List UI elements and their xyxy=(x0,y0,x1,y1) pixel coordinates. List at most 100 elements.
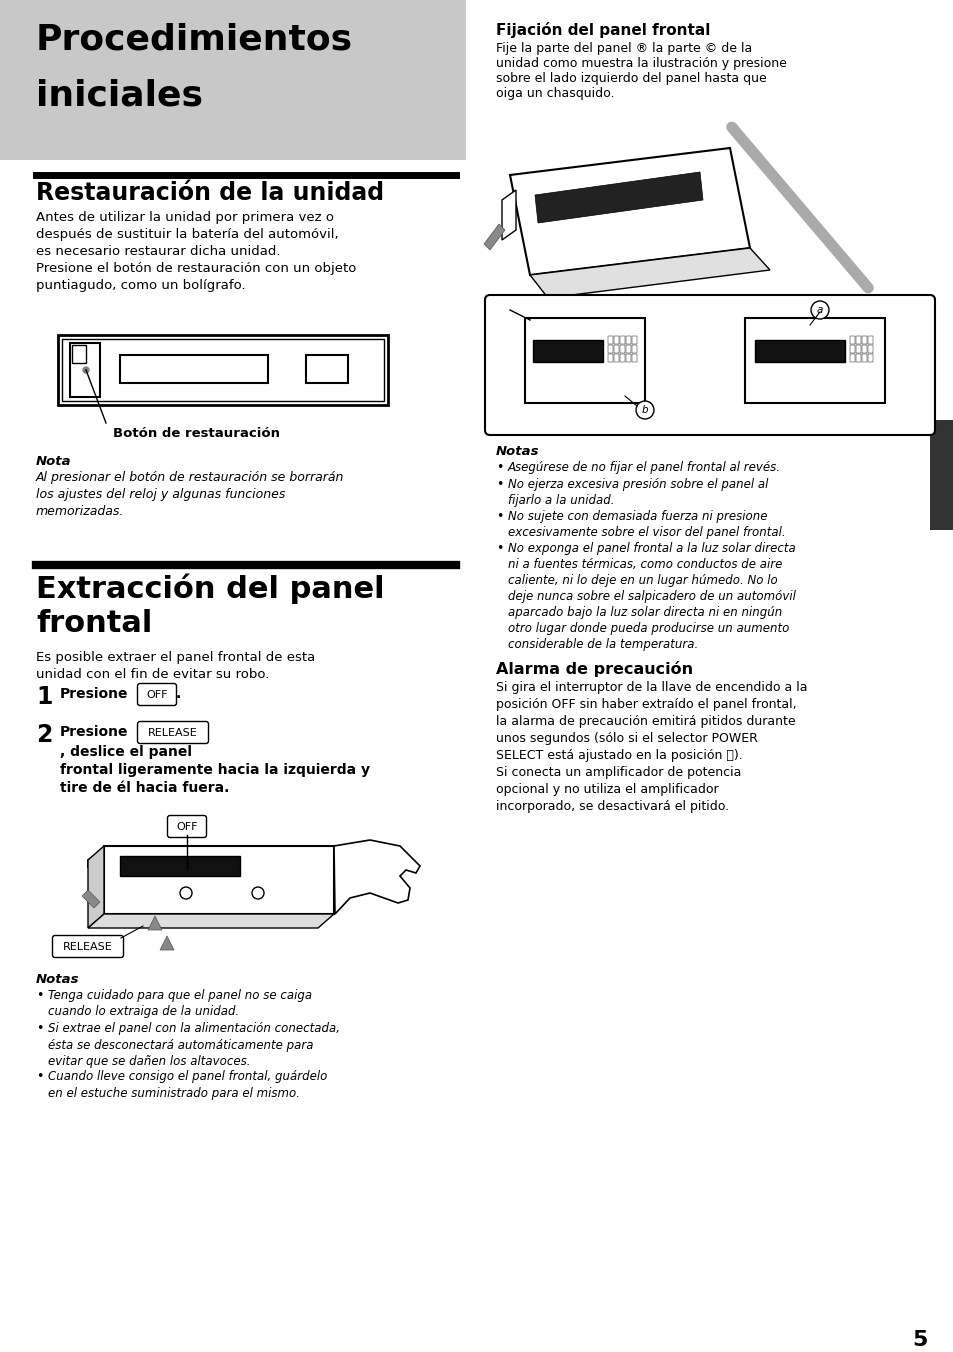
Text: frontal: frontal xyxy=(36,608,152,638)
Text: Es posible extraer el panel frontal de esta
unidad con el fin de evitar su robo.: Es posible extraer el panel frontal de e… xyxy=(36,652,314,681)
Text: Notas: Notas xyxy=(36,973,79,986)
Bar xyxy=(524,318,644,403)
Text: 2: 2 xyxy=(36,723,52,748)
Polygon shape xyxy=(88,846,104,927)
Polygon shape xyxy=(160,936,173,950)
Bar xyxy=(614,337,618,343)
Bar xyxy=(862,345,866,353)
Text: Nota: Nota xyxy=(36,456,71,468)
Text: Presione: Presione xyxy=(60,725,129,740)
Text: Tenga cuidado para que el panel no se caiga
cuando lo extraiga de la unidad.: Tenga cuidado para que el panel no se ca… xyxy=(48,990,312,1018)
Bar xyxy=(849,354,854,362)
Polygon shape xyxy=(82,890,100,909)
Bar xyxy=(120,356,268,383)
Text: •: • xyxy=(36,1069,43,1083)
Text: No exponga el panel frontal a la luz solar directa
ni a fuentes térmicas, como c: No exponga el panel frontal a la luz sol… xyxy=(507,542,795,652)
Text: a: a xyxy=(816,306,822,315)
Polygon shape xyxy=(88,848,105,868)
Bar xyxy=(867,337,872,343)
Text: unidad como muestra la ilustración y presione: unidad como muestra la ilustración y pre… xyxy=(496,57,786,70)
Text: •: • xyxy=(36,1022,43,1036)
Bar xyxy=(849,345,854,353)
FancyBboxPatch shape xyxy=(137,684,176,706)
Text: b: b xyxy=(641,406,648,415)
Polygon shape xyxy=(501,191,516,241)
FancyBboxPatch shape xyxy=(484,295,934,435)
Text: No sujete con demasiada fuerza ni presione
excesivamente sobre el visor del pane: No sujete con demasiada fuerza ni presio… xyxy=(507,510,785,539)
Text: sobre el lado izquierdo del panel hasta que: sobre el lado izquierdo del panel hasta … xyxy=(496,72,766,85)
Polygon shape xyxy=(148,917,162,930)
Bar xyxy=(614,345,618,353)
Text: iniciales: iniciales xyxy=(36,78,203,112)
FancyBboxPatch shape xyxy=(52,936,123,957)
Text: oiga un chasquido.: oiga un chasquido. xyxy=(496,87,614,100)
Bar xyxy=(867,354,872,362)
Text: Botón de restauración: Botón de restauración xyxy=(112,427,280,439)
Circle shape xyxy=(180,887,192,899)
Text: No ejerza excesiva presión sobre el panel al
fijarlo a la unidad.: No ejerza excesiva presión sobre el pane… xyxy=(507,479,767,507)
Bar xyxy=(306,356,348,383)
Bar xyxy=(104,846,334,914)
Text: Procedimientos: Procedimientos xyxy=(36,22,353,55)
Bar xyxy=(62,339,384,402)
Bar xyxy=(862,354,866,362)
Circle shape xyxy=(636,402,654,419)
Bar xyxy=(619,354,624,362)
Bar xyxy=(71,345,86,362)
Bar xyxy=(855,337,861,343)
Circle shape xyxy=(810,301,828,319)
Text: Alarma de precaución: Alarma de precaución xyxy=(496,661,693,677)
Bar xyxy=(744,318,884,403)
Polygon shape xyxy=(510,147,749,274)
Text: Al presionar el botón de restauración se borrarán
los ajustes del reloj y alguna: Al presionar el botón de restauración se… xyxy=(36,470,344,518)
Polygon shape xyxy=(535,172,702,223)
Bar xyxy=(58,335,388,406)
Text: Antes de utilizar la unidad por primera vez o
después de sustituir la batería de: Antes de utilizar la unidad por primera … xyxy=(36,211,356,292)
Bar xyxy=(607,337,613,343)
Text: OFF: OFF xyxy=(146,690,168,700)
Bar xyxy=(619,345,624,353)
Text: •: • xyxy=(496,461,503,475)
Bar xyxy=(70,343,100,397)
Text: 5: 5 xyxy=(911,1330,926,1351)
Text: Fije la parte del panel ® la parte © de la: Fije la parte del panel ® la parte © de … xyxy=(496,42,752,55)
Polygon shape xyxy=(483,224,504,250)
Text: .: . xyxy=(175,687,181,700)
Text: OFF: OFF xyxy=(176,822,197,831)
Text: , deslice el panel
frontal ligeramente hacia la izquierda y
tire de él hacia fue: , deslice el panel frontal ligeramente h… xyxy=(60,745,370,795)
Text: Si extrae el panel con la alimentación conectada,
ésta se desconectará automátic: Si extrae el panel con la alimentación c… xyxy=(48,1022,339,1068)
Bar xyxy=(855,345,861,353)
Bar xyxy=(607,354,613,362)
Text: •: • xyxy=(496,510,503,523)
Bar xyxy=(862,337,866,343)
Polygon shape xyxy=(530,247,769,297)
FancyBboxPatch shape xyxy=(168,815,206,837)
Text: RELEASE: RELEASE xyxy=(63,942,112,952)
Circle shape xyxy=(83,366,89,373)
Bar xyxy=(855,354,861,362)
Bar xyxy=(754,339,844,362)
Bar xyxy=(849,337,854,343)
Bar xyxy=(631,345,637,353)
Bar xyxy=(625,345,630,353)
Bar xyxy=(867,345,872,353)
Bar xyxy=(120,856,240,876)
Bar xyxy=(619,337,624,343)
Text: Cuando lleve consigo el panel frontal, guárdelo
en el estuche suministrado para : Cuando lleve consigo el panel frontal, g… xyxy=(48,1069,327,1099)
Text: Restauración de la unidad: Restauración de la unidad xyxy=(36,181,384,206)
Bar xyxy=(929,420,953,530)
Text: Notas: Notas xyxy=(496,445,539,458)
Bar xyxy=(631,354,637,362)
Text: RELEASE: RELEASE xyxy=(148,727,197,738)
Bar xyxy=(607,345,613,353)
Text: •: • xyxy=(496,542,503,556)
Circle shape xyxy=(252,887,264,899)
Text: •: • xyxy=(496,479,503,491)
Text: •: • xyxy=(36,990,43,1002)
Text: Presione: Presione xyxy=(60,687,129,700)
Text: 1: 1 xyxy=(36,685,52,708)
Text: Si gira el interruptor de la llave de encendido a la
posición OFF sin haber extr: Si gira el interruptor de la llave de en… xyxy=(496,681,806,813)
Text: Fijación del panel frontal: Fijación del panel frontal xyxy=(496,22,710,38)
Polygon shape xyxy=(88,914,334,927)
Bar xyxy=(614,354,618,362)
